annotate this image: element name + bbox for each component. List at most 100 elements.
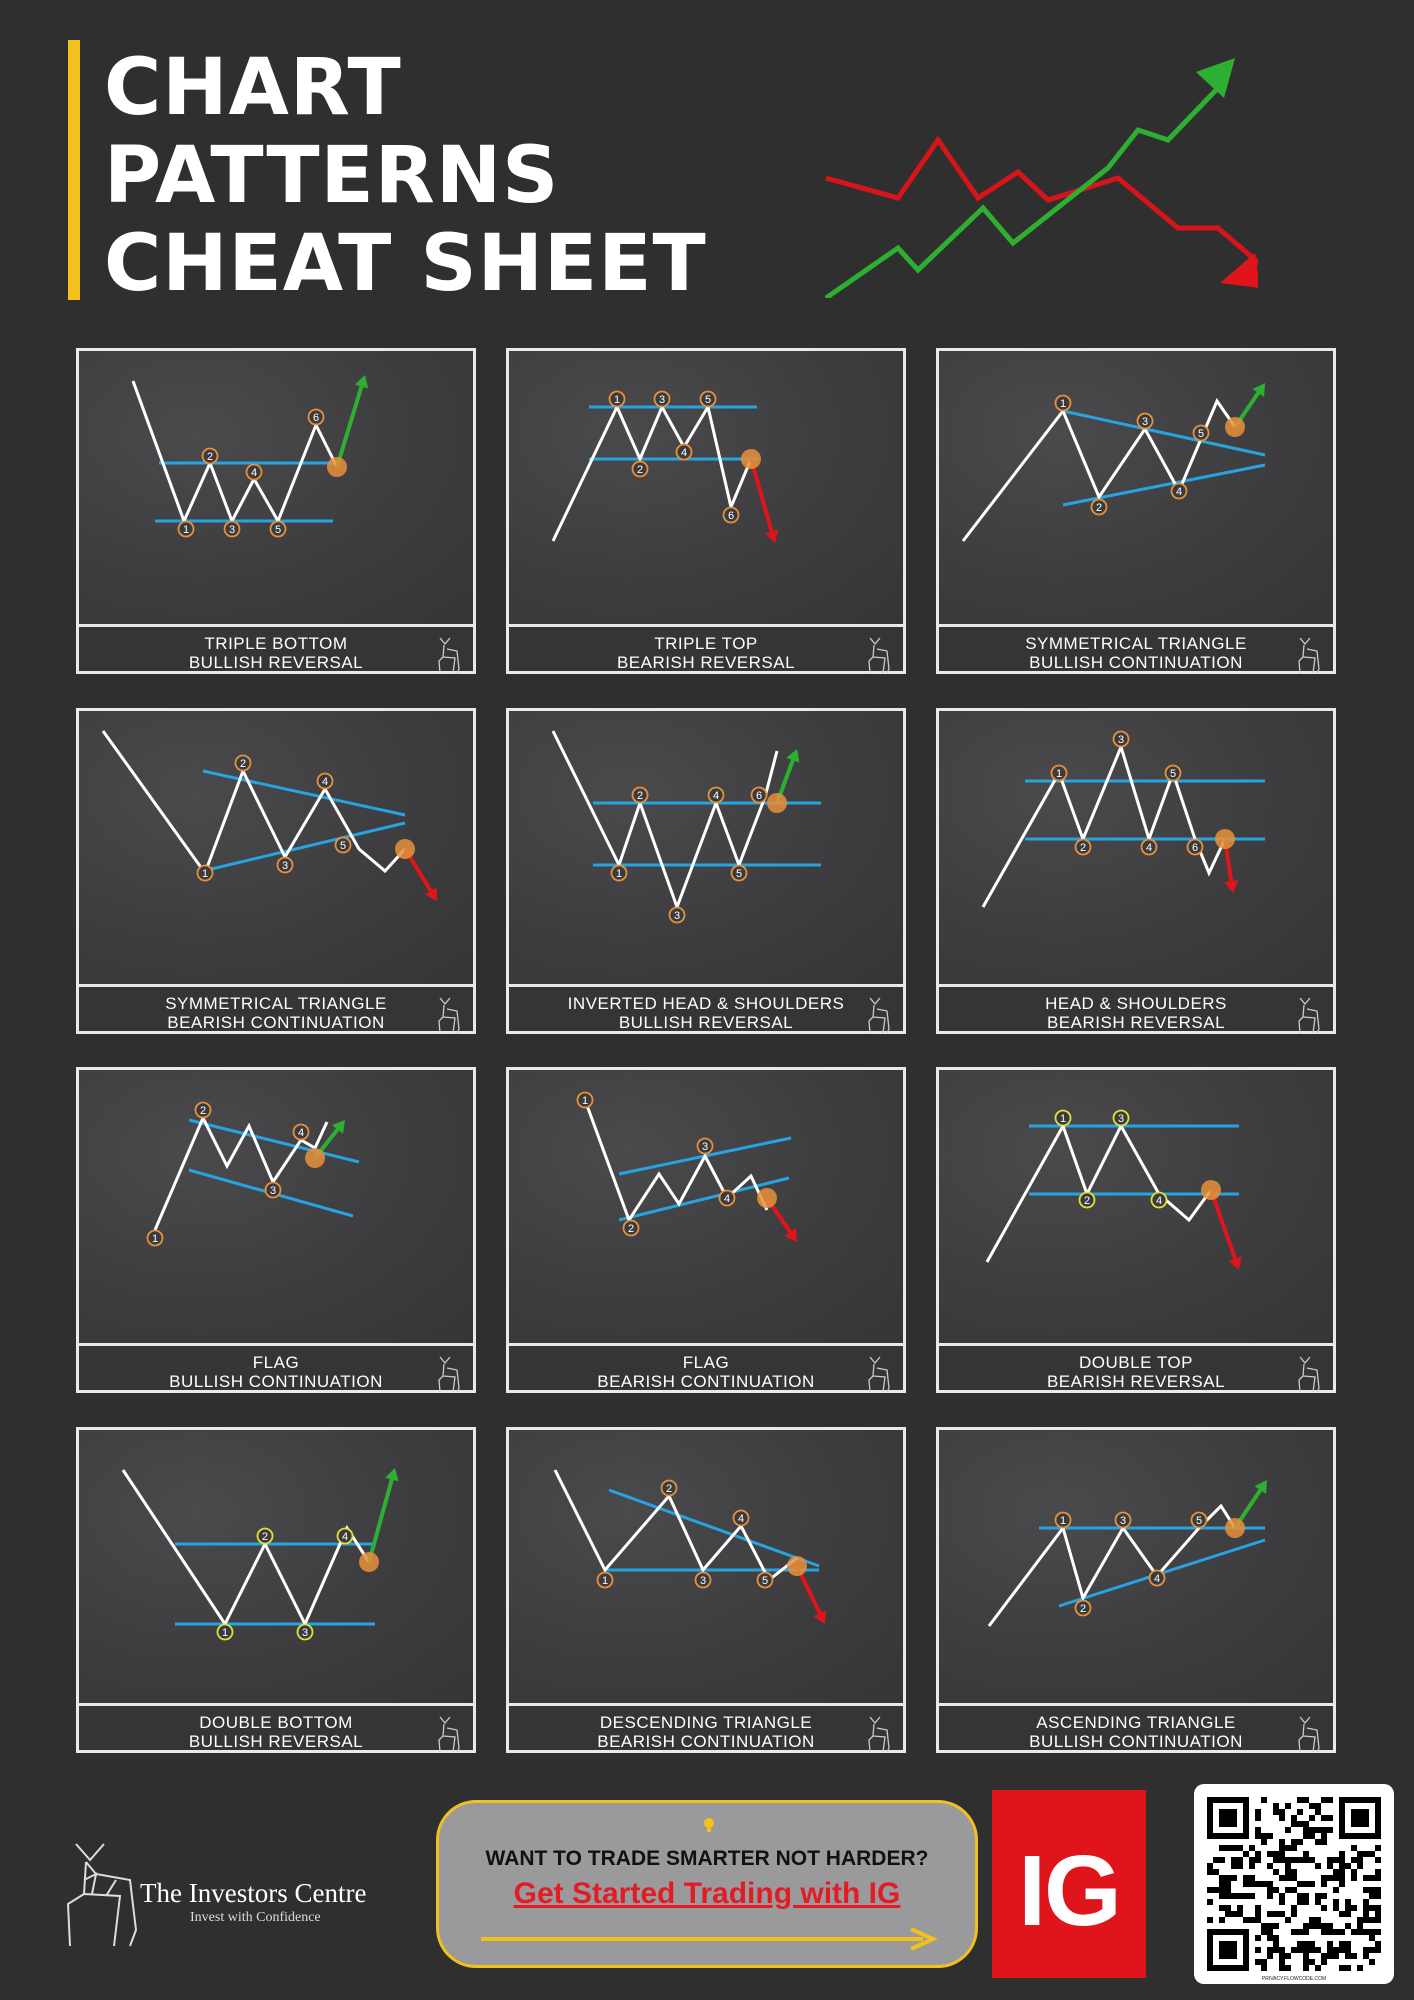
pattern-caption: ASCENDING TRIANGLE BULLISH CONTINUATION [939,1706,1333,1751]
level-line [202,821,406,873]
qr-code[interactable]: PRIVACY.FLOWCODE.COM [1194,1784,1394,1984]
breakout-point [1215,829,1235,849]
bull-icon [438,997,460,1034]
pattern-caption: INVERTED HEAD & SHOULDERS BULLISH REVERSA… [509,987,903,1032]
card-divider [939,984,1333,987]
pattern-name: DOUBLE TOP [1079,1353,1193,1372]
breakout-point [395,839,415,859]
pattern-name: TRIPLE TOP [654,634,758,653]
point-marker [296,1623,314,1641]
level-line [1062,409,1266,457]
point-number: 6 [1192,842,1198,854]
pattern-caption: DESCENDING TRIANGLE BEARISH CONTINUATION [509,1706,903,1751]
cta-arrow-icon [481,1927,938,1951]
point-marker [1074,1599,1092,1617]
level-line [202,769,406,817]
point-marker [1136,412,1154,430]
point-number: 2 [1080,842,1086,854]
point-number: 6 [756,790,762,802]
point-marker [1164,764,1182,782]
hero-red-line [825,135,1258,266]
pattern-card: 1 2 3 4 5 SYMMETRICAL TRIANGLE BEARISH CONTINU… [76,708,476,1034]
breakout-point [741,449,761,469]
point-marker [276,856,294,874]
price-path [101,730,407,877]
pattern-card: 1 2 3 4 FLAG BEARISH CONTINUATION [506,1067,906,1393]
point-number: 5 [340,840,346,852]
pattern-card: 1 2 3 4 5 6 HEAD & SHOULDERS BEARISH REVERSAL [936,708,1336,1034]
point-number: 5 [762,1575,768,1587]
pattern-card: 1 2 3 4 DOUBLE BOTTOM BULLISH REVERSAL [76,1427,476,1753]
pattern-caption: HEAD & SHOULDERS BEARISH REVERSAL [939,987,1333,1032]
point-number: 4 [738,1513,744,1525]
pattern-caption: SYMMETRICAL TRIANGLE BULLISH CONTINUATION [939,627,1333,672]
pattern-chart: 1 2 3 4 [79,1070,473,1343]
point-marker [146,1229,164,1247]
bull-icon [868,637,890,674]
bull-icon [438,637,460,674]
point-number: 4 [1176,486,1182,498]
card-divider [939,1703,1333,1706]
card-divider [79,624,473,627]
pattern-type: BULLISH CONTINUATION [169,1372,383,1391]
point-marker [177,520,195,538]
pattern-card: 1 2 3 4 5 6 TRIPLE BOTTOM BULLISH REVERSAL [76,348,476,674]
pattern-name: DESCENDING TRIANGLE [599,1713,813,1732]
price-path [131,380,339,525]
pattern-card: 1 2 3 4 5 ASCENDING TRIANGLE BULLISH CONTINUAT… [936,1427,1336,1753]
point-marker [1090,498,1108,516]
point-marker [201,447,219,465]
point-number: 2 [666,1483,672,1495]
card-divider [509,1703,903,1706]
pattern-type: BULLISH REVERSAL [618,1013,794,1032]
pattern-card: 1 2 3 4 5 DESCENDING TRIANGLE BEARISH CONTINUA… [506,1427,906,1753]
price-path [551,403,753,542]
bull-icon [868,997,890,1034]
point-number: 3 [1118,734,1124,746]
arrowhead-icon [786,749,800,763]
pattern-name: SYMMETRICAL TRIANGLE [1025,634,1247,653]
arrowhead-icon [332,1120,345,1134]
point-marker [1148,1569,1166,1587]
point-number: 3 [270,1185,276,1197]
pattern-chart: 1 2 3 4 5 [79,711,473,984]
pattern-caption: TRIPLE BOTTOM BULLISH REVERSAL [79,627,473,672]
bull-icon [1298,1356,1320,1393]
bull-icon [1298,637,1320,674]
point-marker [1054,1109,1072,1127]
point-marker [660,1479,678,1497]
point-marker [196,864,214,882]
breakout-point [1225,417,1245,437]
point-number: 1 [616,868,622,880]
cta-panel[interactable]: WANT TO TRADE SMARTER NOT HARDER? Get St… [436,1800,978,1968]
point-number: 6 [728,510,734,522]
pattern-chart: 1 2 3 4 5 [939,351,1333,624]
cta-question: WANT TO TRADE SMARTER NOT HARDER? [485,1847,929,1870]
arrowhead-icon [1252,383,1265,397]
pattern-name: SYMMETRICAL TRIANGLE [165,994,387,1013]
price-path [583,1099,769,1224]
arrowhead-icon [813,1610,827,1624]
level-line [618,1176,790,1222]
pattern-caption: FLAG BULLISH CONTINUATION [79,1346,473,1391]
point-marker [1054,1511,1072,1529]
pattern-name: DOUBLE BOTTOM [199,1713,353,1732]
level-line [608,1488,820,1568]
cta-link[interactable]: Get Started Trading with IG [513,1877,901,1910]
point-marker [668,906,686,924]
point-number: 4 [713,790,719,802]
point-number: 3 [229,524,235,536]
ig-logo[interactable]: IG [992,1790,1146,1978]
point-marker [694,1571,712,1589]
point-number: 1 [1060,1113,1066,1125]
point-marker [1112,1109,1130,1127]
pattern-card: 1 2 3 4 5 SYMMETRICAL TRIANGLE BULLISH CONTINU… [936,348,1336,674]
pattern-type: BULLISH CONTINUATION [1029,653,1243,672]
point-marker [307,408,325,426]
point-number: 1 [222,1627,228,1639]
breakout-point [359,1552,379,1572]
point-number: 4 [322,776,328,788]
card-divider [79,1703,473,1706]
point-marker [216,1623,234,1641]
card-divider [939,1343,1333,1346]
